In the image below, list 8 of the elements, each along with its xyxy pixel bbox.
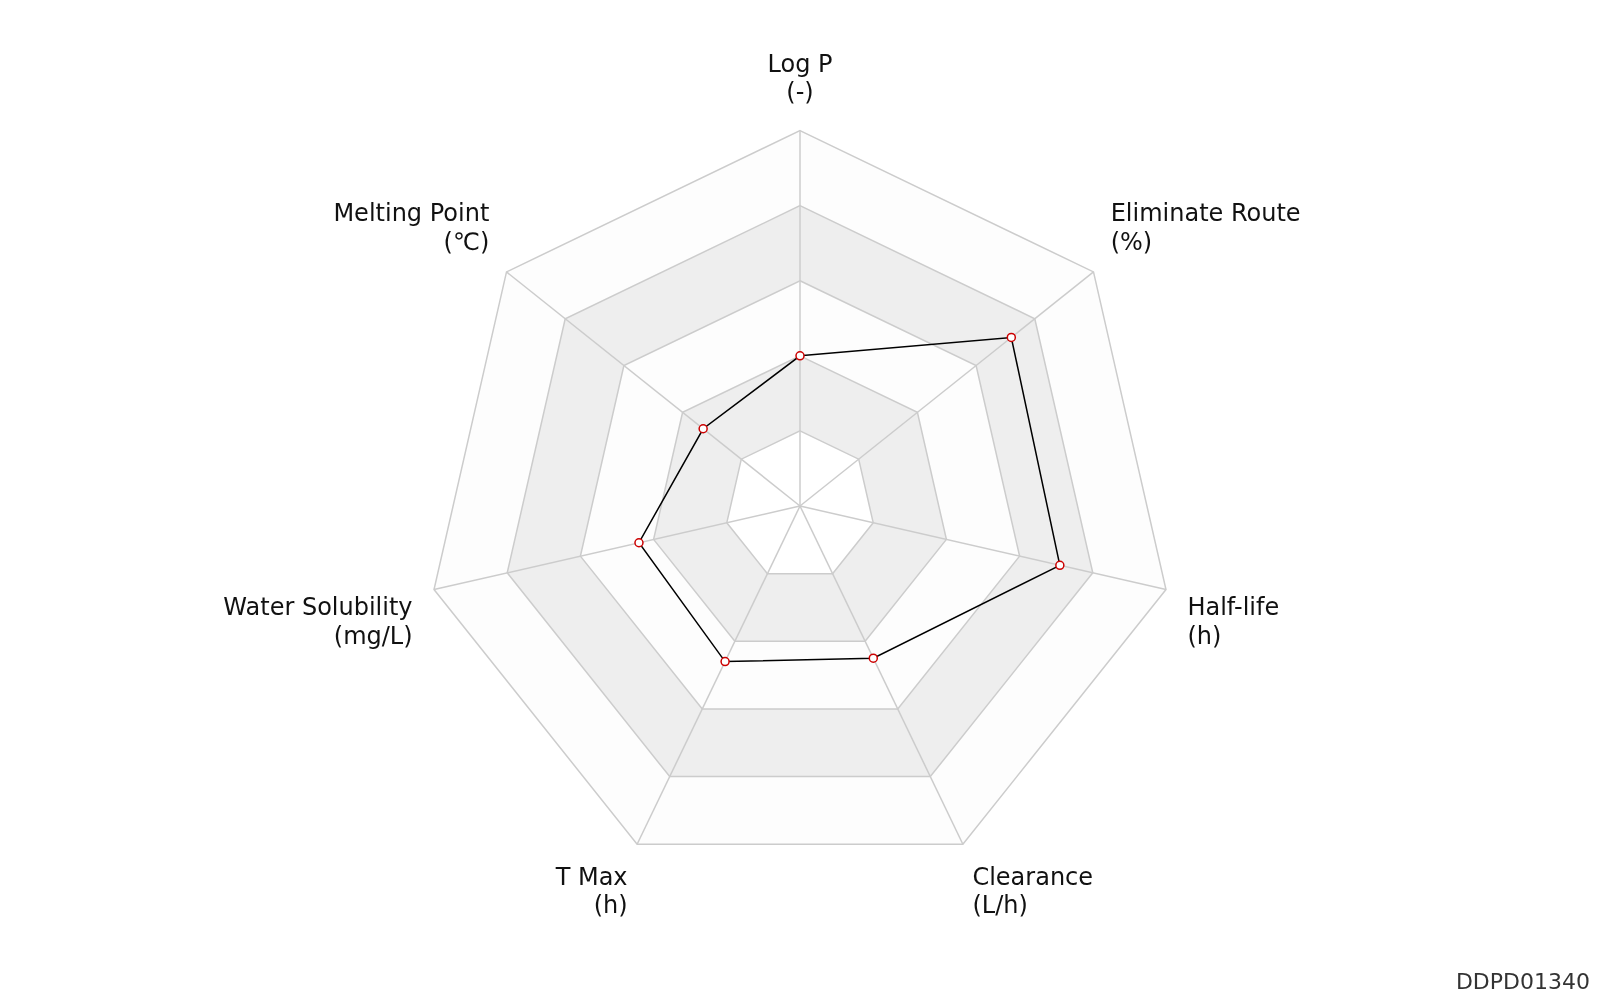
spoke-label: Half-life (h) (1187, 593, 1280, 650)
text: DDPD01340 (1455, 969, 1590, 994)
spoke-label: Eliminate Route (%) (1110, 199, 1301, 257)
spoke-label: Water Solubility (mg/L) (223, 593, 413, 650)
spoke-label: T Max (h) (554, 862, 628, 920)
spoke-label: Log P (-) (767, 49, 833, 107)
spoke-label: Melting Point (℃) (333, 199, 490, 257)
spoke-label: Clearance (L/h) (972, 862, 1094, 920)
